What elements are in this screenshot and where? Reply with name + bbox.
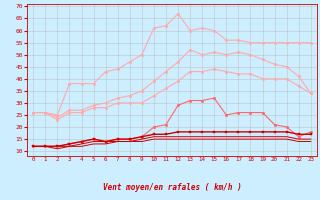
Text: Vent moyen/en rafales ( km/h ): Vent moyen/en rafales ( km/h ) <box>103 183 242 192</box>
